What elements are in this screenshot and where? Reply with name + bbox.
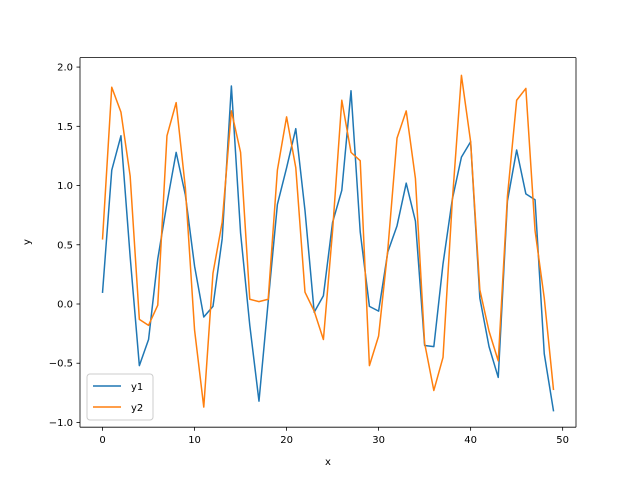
x-tick-label: 10 [188, 435, 201, 446]
x-tick-label: 20 [280, 435, 293, 446]
y-tick-label: 1.0 [57, 181, 73, 192]
y-axis-ticks: −1.0 −0.5 0.0 0.5 1.0 1.5 2.0 [49, 63, 80, 429]
legend-label-y1: y1 [131, 382, 143, 393]
y-tick-label: −0.5 [49, 359, 73, 370]
y-tick-label: 0.5 [57, 240, 73, 251]
x-axis-ticks: 0 10 20 30 40 50 [99, 427, 569, 446]
series-lines [101, 74, 555, 412]
x-axis-label: x [325, 457, 331, 468]
x-tick-label: 30 [372, 435, 385, 446]
x-tick-label: 40 [464, 435, 477, 446]
series-line-y2 [101, 74, 555, 408]
y-tick-label: 2.0 [57, 63, 73, 74]
axes-frame [79, 57, 577, 428]
x-tick-label: 50 [556, 435, 569, 446]
y-axis-label: y [22, 239, 33, 245]
y-tick-label: 1.5 [57, 122, 73, 133]
legend: y1 y2 [86, 373, 154, 421]
y-tick-label: −1.0 [49, 418, 73, 429]
legend-label-y2: y2 [131, 403, 143, 414]
plot-area [80, 57, 576, 428]
y-tick-label: 0.0 [57, 300, 73, 311]
x-tick-label: 0 [99, 435, 105, 446]
